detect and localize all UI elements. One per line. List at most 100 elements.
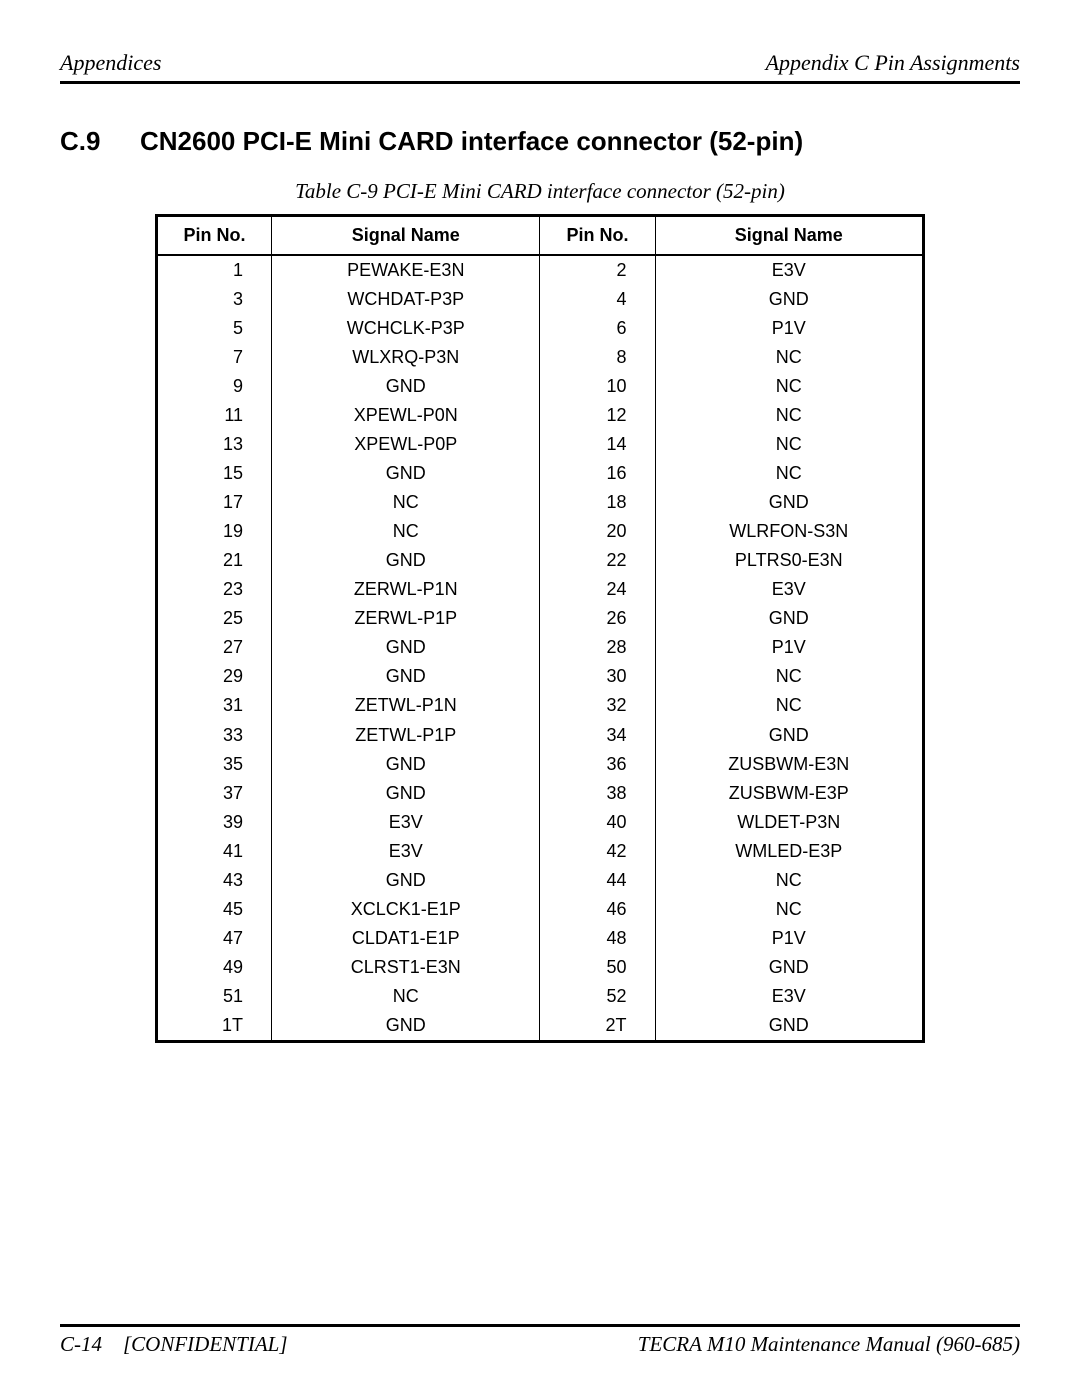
- cell-sig2: NC: [655, 866, 923, 895]
- cell-sig2: NC: [655, 343, 923, 372]
- cell-sig1: XPEWL-P0N: [272, 401, 540, 430]
- table-row: 19NC20WLRFON-S3N: [157, 517, 924, 546]
- cell-sig1: ZETWL-P1P: [272, 721, 540, 750]
- cell-pin1: 51: [157, 982, 272, 1011]
- cell-sig1: GND: [272, 546, 540, 575]
- cell-sig2: GND: [655, 604, 923, 633]
- cell-pin2: 24: [540, 575, 655, 604]
- cell-pin1: 11: [157, 401, 272, 430]
- cell-sig1: NC: [272, 488, 540, 517]
- cell-sig2: ZUSBWM-E3P: [655, 779, 923, 808]
- cell-pin1: 17: [157, 488, 272, 517]
- cell-sig1: WLXRQ-P3N: [272, 343, 540, 372]
- cell-sig2: E3V: [655, 255, 923, 285]
- cell-pin1: 47: [157, 924, 272, 953]
- cell-sig1: CLDAT1-E1P: [272, 924, 540, 953]
- cell-pin1: 31: [157, 691, 272, 720]
- cell-pin2: 34: [540, 721, 655, 750]
- cell-pin2: 10: [540, 372, 655, 401]
- cell-pin1: 1T: [157, 1011, 272, 1042]
- cell-pin2: 36: [540, 750, 655, 779]
- cell-pin1: 43: [157, 866, 272, 895]
- cell-sig2: E3V: [655, 575, 923, 604]
- cell-sig1: E3V: [272, 837, 540, 866]
- cell-sig1: GND: [272, 866, 540, 895]
- section-heading: C.9CN2600 PCI-E Mini CARD interface conn…: [60, 126, 1020, 157]
- table-header-row: Pin No. Signal Name Pin No. Signal Name: [157, 216, 924, 256]
- table-row: 39E3V40WLDET-P3N: [157, 808, 924, 837]
- cell-sig1: GND: [272, 662, 540, 691]
- cell-pin2: 8: [540, 343, 655, 372]
- cell-pin1: 3: [157, 285, 272, 314]
- col-header-sig1: Signal Name: [272, 216, 540, 256]
- cell-sig2: NC: [655, 401, 923, 430]
- cell-sig2: GND: [655, 285, 923, 314]
- cell-sig2: E3V: [655, 982, 923, 1011]
- cell-pin2: 18: [540, 488, 655, 517]
- section-title: CN2600 PCI-E Mini CARD interface connect…: [140, 126, 803, 156]
- cell-pin2: 2T: [540, 1011, 655, 1042]
- cell-sig2: GND: [655, 721, 923, 750]
- cell-pin2: 14: [540, 430, 655, 459]
- cell-sig1: NC: [272, 517, 540, 546]
- table-row: 15GND16NC: [157, 459, 924, 488]
- table-body: 1PEWAKE-E3N2E3V3WCHDAT-P3P4GND5WCHCLK-P3…: [157, 255, 924, 1041]
- cell-sig1: WCHCLK-P3P: [272, 314, 540, 343]
- cell-pin1: 13: [157, 430, 272, 459]
- cell-sig2: GND: [655, 953, 923, 982]
- table-row: 35GND36ZUSBWM-E3N: [157, 750, 924, 779]
- cell-sig1: E3V: [272, 808, 540, 837]
- header-left: Appendices: [60, 50, 161, 76]
- cell-pin2: 26: [540, 604, 655, 633]
- cell-sig2: P1V: [655, 633, 923, 662]
- table-row: 17NC18GND: [157, 488, 924, 517]
- cell-sig1: ZERWL-P1N: [272, 575, 540, 604]
- table-caption: Table C-9 PCI-E Mini CARD interface conn…: [60, 179, 1020, 204]
- table-row: 13XPEWL-P0P14NC: [157, 430, 924, 459]
- table-row: 25ZERWL-P1P26GND: [157, 604, 924, 633]
- cell-pin1: 5: [157, 314, 272, 343]
- cell-sig2: P1V: [655, 314, 923, 343]
- table-row: 29GND30NC: [157, 662, 924, 691]
- footer-left: C-14 [CONFIDENTIAL]: [60, 1332, 288, 1357]
- cell-pin2: 50: [540, 953, 655, 982]
- cell-pin2: 28: [540, 633, 655, 662]
- cell-pin1: 35: [157, 750, 272, 779]
- cell-sig1: GND: [272, 1011, 540, 1042]
- cell-sig2: WMLED-E3P: [655, 837, 923, 866]
- col-header-pin2: Pin No.: [540, 216, 655, 256]
- table-row: 33ZETWL-P1P34GND: [157, 721, 924, 750]
- table-row: 49CLRST1-E3N50GND: [157, 953, 924, 982]
- cell-sig2: NC: [655, 691, 923, 720]
- cell-pin1: 37: [157, 779, 272, 808]
- table-row: 1TGND2TGND: [157, 1011, 924, 1042]
- cell-pin2: 30: [540, 662, 655, 691]
- table-row: 27GND28P1V: [157, 633, 924, 662]
- cell-sig2: GND: [655, 1011, 923, 1042]
- cell-pin2: 32: [540, 691, 655, 720]
- cell-sig1: GND: [272, 459, 540, 488]
- table-row: 21GND22PLTRS0-E3N: [157, 546, 924, 575]
- cell-pin1: 9: [157, 372, 272, 401]
- cell-pin1: 25: [157, 604, 272, 633]
- cell-pin2: 2: [540, 255, 655, 285]
- cell-pin2: 52: [540, 982, 655, 1011]
- cell-sig1: CLRST1-E3N: [272, 953, 540, 982]
- cell-pin2: 20: [540, 517, 655, 546]
- cell-pin2: 4: [540, 285, 655, 314]
- table-row: 11XPEWL-P0N12NC: [157, 401, 924, 430]
- cell-sig2: NC: [655, 372, 923, 401]
- table-row: 47CLDAT1-E1P48P1V: [157, 924, 924, 953]
- page-footer: C-14 [CONFIDENTIAL] TECRA M10 Maintenanc…: [60, 1324, 1020, 1357]
- footer-page-number: C-14: [60, 1332, 102, 1356]
- page-header: Appendices Appendix C Pin Assignments: [60, 50, 1020, 76]
- cell-pin2: 12: [540, 401, 655, 430]
- table-row: 3WCHDAT-P3P4GND: [157, 285, 924, 314]
- cell-sig2: NC: [655, 459, 923, 488]
- table-row: 7WLXRQ-P3N8NC: [157, 343, 924, 372]
- table-row: 41E3V42WMLED-E3P: [157, 837, 924, 866]
- cell-pin1: 39: [157, 808, 272, 837]
- table-row: 31ZETWL-P1N32NC: [157, 691, 924, 720]
- cell-pin1: 27: [157, 633, 272, 662]
- cell-pin1: 29: [157, 662, 272, 691]
